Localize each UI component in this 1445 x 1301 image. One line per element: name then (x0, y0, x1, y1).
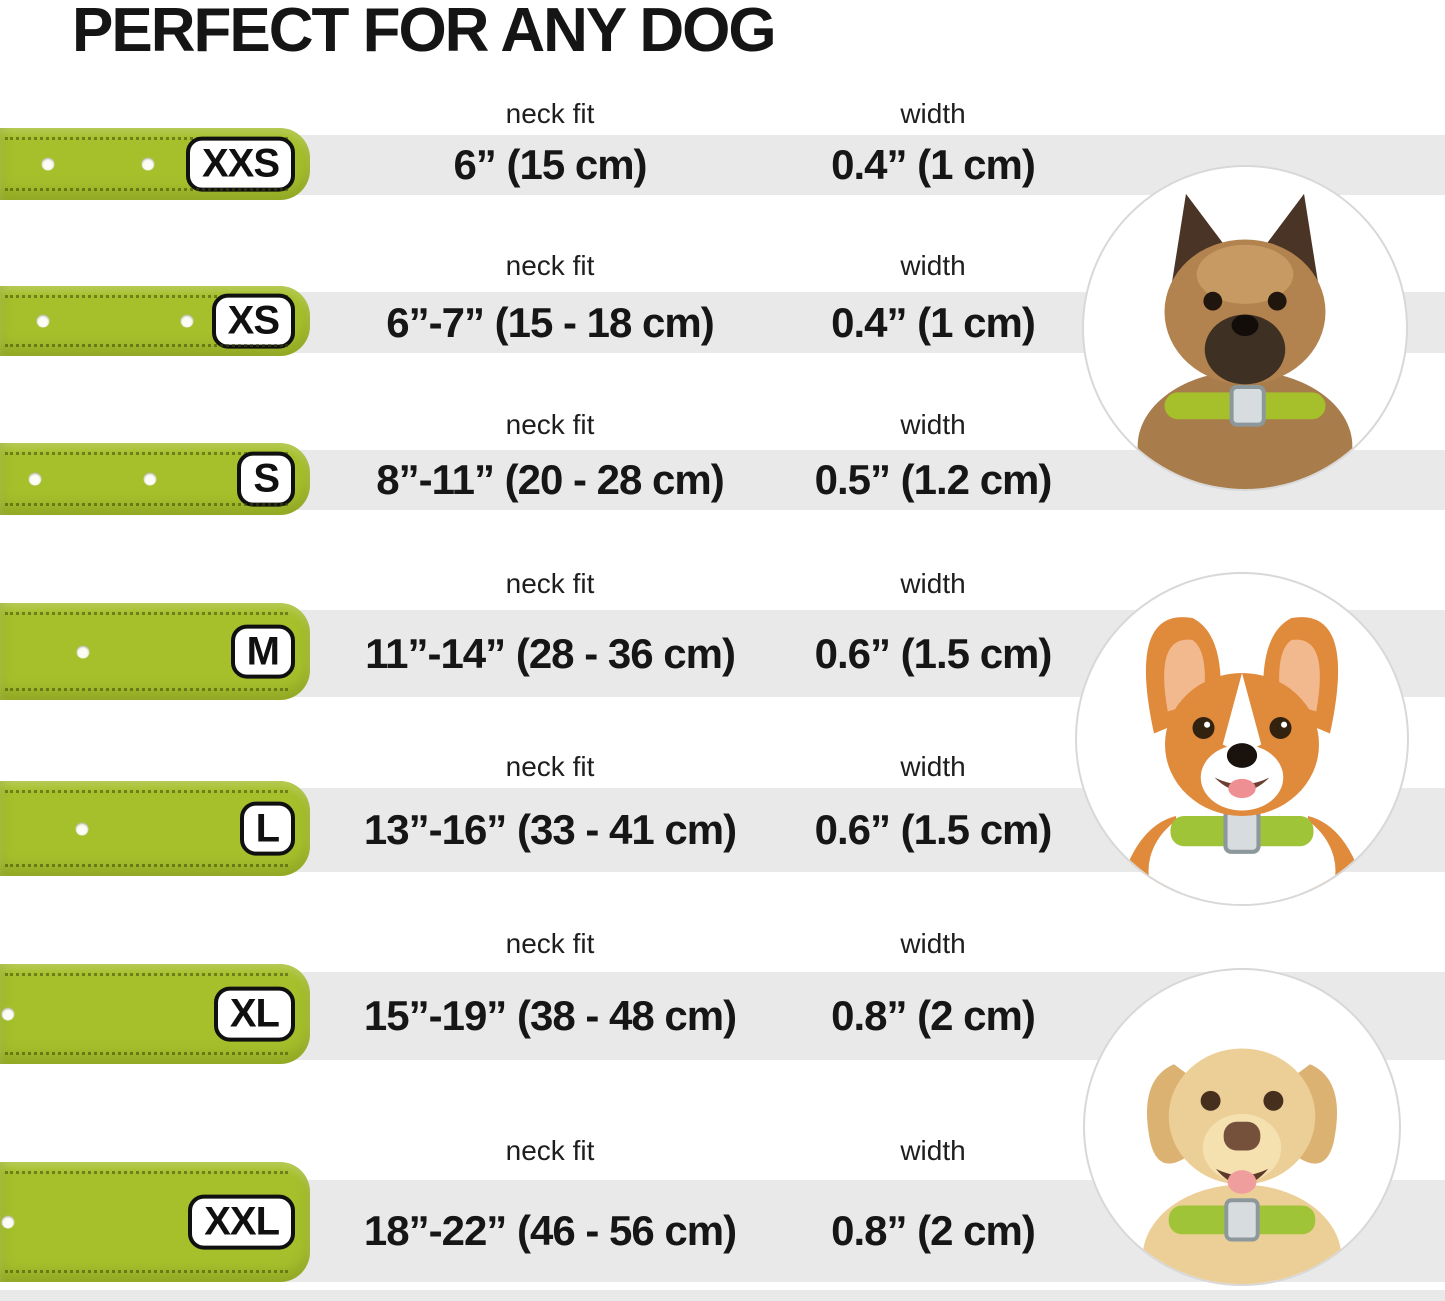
width-value: 0.5” (1.2 cm) (814, 456, 1053, 503)
neck-fit-value: 18”-22” (46 - 56 cm) (363, 1207, 737, 1254)
size-badge: M (230, 624, 295, 679)
width-column-header: width (900, 928, 966, 959)
width-column-header: width (900, 98, 966, 129)
collar-hole (141, 157, 155, 171)
size-badge: XXL (188, 1194, 295, 1250)
neck-fit-value: 6” (15 cm) (453, 141, 647, 188)
collar-hole (1, 1007, 15, 1021)
collar-hole (75, 822, 89, 835)
neck-fit-column-header: neck fit (505, 928, 595, 959)
neck-fit-column-header: neck fit (505, 751, 595, 782)
width-value: 0.6” (1.5 cm) (814, 629, 1053, 677)
width-column-header: width (900, 250, 966, 281)
page-title: PERFECT FOR ANY DOG (72, 0, 777, 65)
collar-strap-image: L (0, 781, 310, 876)
corgi-dog-photo (1075, 572, 1409, 906)
size-badge: XS (211, 293, 295, 349)
width-value: 0.8” (2 cm) (831, 1207, 1036, 1254)
collar-strap-image: XL (0, 964, 310, 1064)
neck-fit-column-header: neck fit (505, 98, 595, 129)
width-value: 0.4” (1 cm) (831, 141, 1036, 188)
labrador-dog-photo (1083, 968, 1401, 1286)
collar-hole (36, 314, 50, 328)
collar-hole (1, 1215, 15, 1229)
neck-fit-value: 13”-16” (33 - 41 cm) (363, 806, 737, 853)
width-value: 0.4” (1 cm) (831, 298, 1036, 346)
collar-hole (143, 472, 157, 486)
neck-fit-value: 6”-7” (15 - 18 cm) (386, 298, 714, 346)
size-badge: XXS (185, 136, 295, 192)
neck-fit-value: 11”-14” (28 - 36 cm) (365, 629, 736, 677)
size-badge: XL (213, 986, 295, 1042)
collar-hole (180, 314, 194, 328)
collar-hole (28, 472, 42, 486)
width-column-header: width (900, 1135, 966, 1166)
width-value: 0.6” (1.5 cm) (814, 806, 1053, 853)
neck-fit-column-header: neck fit (505, 568, 595, 599)
collar-strap-image: M (0, 603, 310, 700)
partial-row-band (0, 1290, 1445, 1301)
collar-strap-image: S (0, 443, 310, 515)
terrier-dog-photo (1082, 165, 1408, 491)
neck-fit-column-header: neck fit (505, 250, 595, 281)
collar-strap-image: XS (0, 286, 310, 356)
collar-hole (41, 157, 55, 171)
width-column-header: width (900, 568, 966, 599)
collar-strap-image: XXL (0, 1162, 310, 1282)
width-column-header: width (900, 409, 966, 440)
width-column-header: width (900, 751, 966, 782)
neck-fit-value: 8”-11” (20 - 28 cm) (376, 456, 725, 503)
collar-strap-image: XXS (0, 128, 310, 200)
neck-fit-column-header: neck fit (505, 409, 595, 440)
size-badge: L (239, 801, 295, 856)
width-value: 0.8” (2 cm) (831, 992, 1036, 1039)
neck-fit-value: 15”-19” (38 - 48 cm) (363, 992, 737, 1039)
size-badge: S (237, 451, 295, 507)
neck-fit-column-header: neck fit (505, 1135, 595, 1166)
collar-hole (76, 645, 90, 658)
